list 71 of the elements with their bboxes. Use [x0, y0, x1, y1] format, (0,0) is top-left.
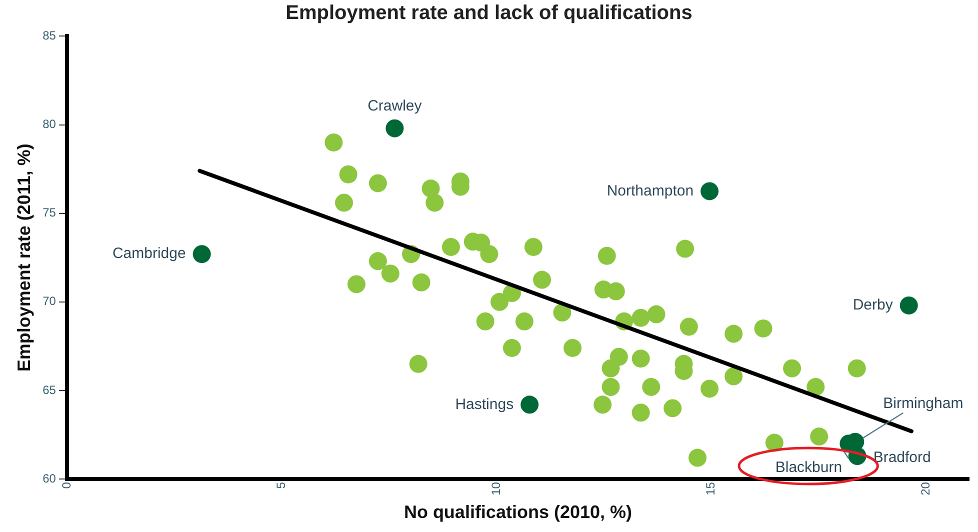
annotation: Derby [852, 296, 894, 314]
point [632, 350, 650, 368]
point [412, 273, 430, 292]
point [368, 174, 387, 192]
point [632, 308, 650, 327]
annotation: Bradford [873, 449, 931, 466]
point [664, 399, 682, 418]
point [700, 380, 719, 398]
point [386, 119, 404, 138]
point [754, 319, 772, 338]
point [598, 246, 616, 265]
point [490, 292, 509, 311]
y-tick-label: 75 [42, 206, 56, 220]
x-tick-label: 5 [274, 482, 288, 489]
point [724, 367, 743, 386]
y-tick-label: 80 [42, 117, 56, 132]
point [476, 312, 494, 330]
point [765, 434, 784, 452]
point [606, 282, 625, 300]
point [676, 240, 694, 258]
y-tick-label: 85 [42, 28, 56, 43]
annotation: Northampton [606, 182, 694, 200]
point [381, 264, 400, 283]
point [848, 359, 866, 378]
point [524, 238, 542, 256]
point [520, 396, 539, 414]
point [480, 245, 498, 264]
point [533, 270, 552, 289]
point [553, 304, 572, 322]
y-tick-label: 70 [42, 294, 56, 308]
x-tick-label: 20 [918, 482, 932, 496]
annotation: Hastings [455, 396, 514, 413]
point [409, 354, 428, 373]
point [642, 378, 660, 396]
point [192, 245, 211, 264]
point [783, 359, 802, 378]
point [324, 133, 343, 152]
point [810, 428, 828, 446]
annotation: Birmingham [883, 394, 964, 412]
x-axis-title: No qualifications (2010, %) [404, 502, 632, 522]
point [688, 448, 707, 467]
x-tick-label: 0 [59, 482, 74, 489]
point [339, 165, 358, 184]
point [724, 324, 743, 343]
annotation: Cambridge [112, 245, 186, 262]
y-axis-title: Employment rate (2011, %) [14, 144, 34, 372]
point [602, 378, 620, 396]
point [502, 338, 521, 357]
point [632, 404, 650, 422]
point [347, 275, 366, 294]
y-tick-label: 65 [42, 382, 56, 397]
chart-title: Employment rate and lack of qualifications [284, 2, 694, 25]
x-tick-label: 15 [704, 482, 718, 496]
point [422, 180, 440, 198]
point [335, 194, 354, 212]
point [442, 238, 460, 256]
point [602, 359, 620, 378]
annotation: Blackburn [775, 458, 842, 476]
point [900, 296, 918, 314]
point [426, 194, 444, 212]
annotation: Crawley [368, 97, 422, 114]
x-tick-label: 10 [488, 482, 503, 496]
point [515, 312, 534, 330]
y-tick-label: 60 [42, 471, 56, 486]
point [564, 338, 582, 357]
point [647, 305, 666, 324]
point [594, 396, 612, 414]
point [806, 378, 825, 396]
point [700, 182, 719, 200]
point [368, 252, 387, 270]
point [680, 318, 698, 336]
